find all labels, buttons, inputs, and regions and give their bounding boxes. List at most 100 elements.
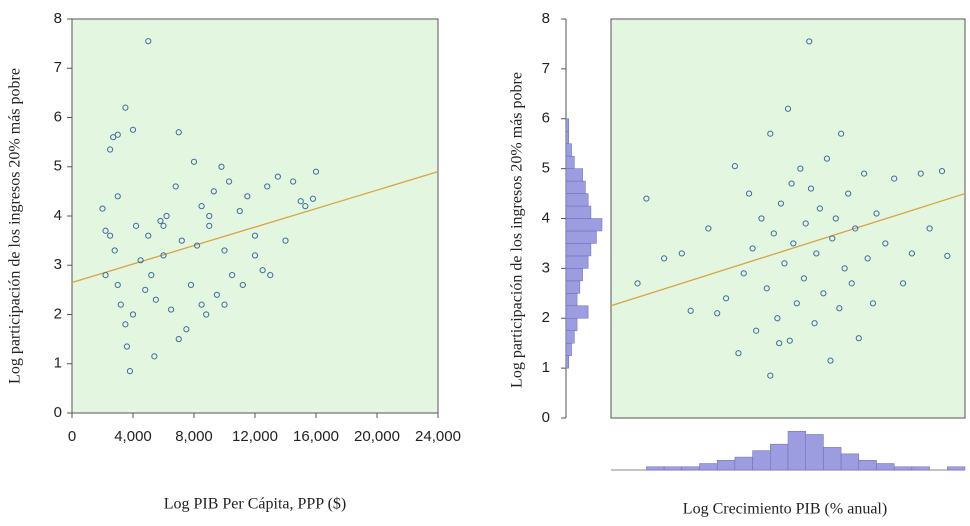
- histogram-bar: [565, 155, 575, 169]
- point: [178, 237, 185, 244]
- x-axis-label: Log PIB Per Cápita, PPP ($): [164, 496, 347, 513]
- histogram-bar: [805, 434, 824, 471]
- y-tick-label: 1: [542, 359, 550, 376]
- x-tick-label: 12,000: [232, 428, 278, 445]
- point: [938, 168, 946, 175]
- point: [705, 225, 712, 232]
- point: [784, 105, 792, 112]
- point: [845, 190, 852, 197]
- y-tick-label: 5: [542, 160, 550, 177]
- y-tick-label: 3: [542, 259, 550, 276]
- point: [735, 350, 742, 357]
- point: [107, 232, 114, 239]
- point: [114, 193, 121, 200]
- point: [137, 257, 144, 264]
- y-tick-label: 6: [54, 108, 62, 125]
- point: [206, 212, 213, 220]
- point: [816, 205, 823, 212]
- point: [152, 296, 159, 303]
- point: [183, 326, 190, 333]
- histogram-bar: [699, 463, 718, 471]
- histogram-bar: [565, 255, 589, 269]
- point: [873, 210, 880, 217]
- point: [777, 200, 785, 207]
- histogram-bar: [858, 460, 877, 471]
- point: [774, 315, 781, 322]
- point: [102, 227, 109, 234]
- point: [758, 215, 765, 222]
- y-tick-label: 0: [54, 404, 62, 421]
- point: [251, 232, 259, 239]
- point: [309, 195, 317, 202]
- point: [836, 305, 843, 312]
- point: [944, 252, 951, 260]
- point: [290, 178, 297, 185]
- point: [142, 286, 149, 293]
- point: [198, 301, 205, 308]
- point: [99, 205, 106, 212]
- point: [869, 300, 877, 307]
- histogram-bar: [734, 456, 753, 471]
- histogram-bar: [565, 205, 592, 219]
- point: [767, 372, 774, 379]
- y-tick-label: 6: [542, 110, 550, 127]
- point: [302, 203, 309, 210]
- point: [282, 237, 289, 244]
- point: [838, 130, 845, 137]
- histogram-bar: [565, 318, 578, 331]
- point: [123, 343, 131, 350]
- point: [740, 270, 747, 277]
- point: [753, 327, 760, 334]
- histogram-bar: [840, 453, 860, 471]
- point: [786, 337, 793, 344]
- point: [221, 247, 228, 254]
- fit-line: [71, 171, 439, 284]
- point: [891, 175, 898, 182]
- point: [917, 170, 924, 177]
- plot-area: [71, 18, 439, 414]
- histogram-bar: [565, 230, 597, 244]
- point: [908, 250, 916, 257]
- point: [790, 240, 797, 247]
- point: [145, 232, 152, 239]
- point: [793, 300, 800, 307]
- point: [745, 190, 753, 197]
- point: [259, 267, 266, 274]
- histogram-bar: [565, 180, 586, 194]
- point: [770, 230, 777, 237]
- x-tick-label: 20,000: [354, 428, 400, 445]
- histogram-bar: [947, 466, 966, 471]
- point: [823, 155, 831, 162]
- histogram-bar: [565, 168, 583, 182]
- y-axis-label: Log participación de los ingresos 20% má…: [7, 68, 24, 384]
- point: [148, 272, 155, 279]
- point: [126, 368, 134, 375]
- point: [172, 183, 179, 190]
- y-tick-label: 3: [54, 256, 62, 273]
- point: [807, 185, 815, 192]
- y-tick-label: 0: [542, 409, 550, 426]
- histogram-bar: [565, 305, 589, 319]
- point: [145, 38, 152, 45]
- histogram-bar: [770, 443, 789, 471]
- point: [221, 301, 228, 308]
- point: [678, 250, 685, 257]
- point: [813, 250, 820, 257]
- point: [687, 307, 694, 314]
- point: [190, 158, 198, 165]
- point: [111, 247, 118, 254]
- point: [829, 235, 836, 242]
- point: [643, 195, 650, 202]
- histogram-bar: [565, 355, 570, 369]
- point: [239, 281, 246, 289]
- point: [107, 146, 114, 153]
- histogram-bar: [565, 243, 592, 257]
- histogram-bar: [663, 466, 683, 471]
- point: [802, 220, 809, 227]
- point: [797, 165, 804, 172]
- point: [776, 340, 783, 347]
- x-tick-label: 8,000: [175, 428, 213, 445]
- histogram-bar: [565, 118, 570, 132]
- point: [129, 126, 137, 133]
